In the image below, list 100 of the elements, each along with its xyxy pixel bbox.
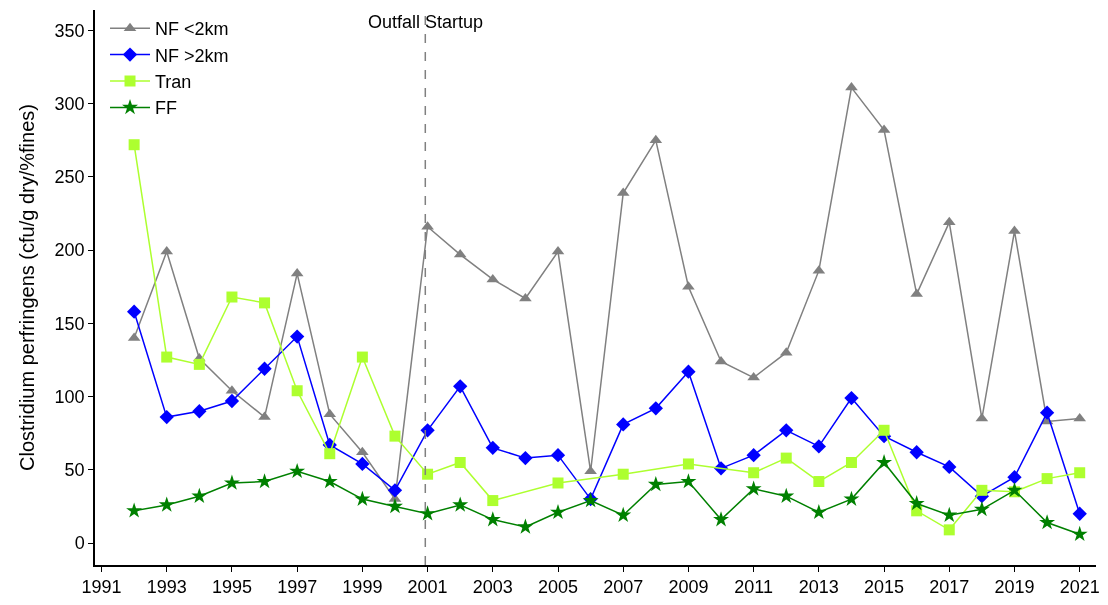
point <box>746 448 761 463</box>
point <box>615 506 632 523</box>
point <box>1007 469 1022 485</box>
x-tick-label: 1993 <box>146 577 187 598</box>
point <box>259 297 271 309</box>
point <box>126 502 143 518</box>
point <box>843 490 860 506</box>
point <box>778 487 795 503</box>
x-tick-label: 2019 <box>994 577 1035 598</box>
y-tick-label: 200 <box>54 240 85 261</box>
point <box>422 468 434 480</box>
legend-label: FF <box>155 98 178 119</box>
point <box>680 473 697 489</box>
point <box>908 495 925 511</box>
point <box>1041 473 1053 485</box>
point <box>942 459 957 475</box>
point <box>290 329 305 344</box>
point <box>126 304 142 319</box>
point <box>649 134 663 144</box>
point <box>224 393 240 409</box>
point <box>223 474 240 490</box>
point <box>518 450 533 466</box>
x-tick-label: 2003 <box>472 577 513 598</box>
point <box>811 439 826 454</box>
point <box>682 458 694 470</box>
point <box>745 480 762 496</box>
point <box>941 506 958 523</box>
x-tick-label: 1999 <box>342 577 383 598</box>
point <box>813 476 825 488</box>
y-axis-title: Clostridium perfringens (cfu/g dry/%fines) <box>15 104 38 471</box>
point <box>291 385 303 397</box>
x-tick-label: 1995 <box>211 577 252 598</box>
point <box>810 503 827 520</box>
x-tick-label: 2015 <box>864 577 905 598</box>
point <box>647 476 664 492</box>
y-tick-label: 50 <box>64 460 85 481</box>
point <box>158 496 175 512</box>
point <box>550 448 566 463</box>
point <box>1071 525 1088 542</box>
point <box>976 484 988 496</box>
y-tick-label: 300 <box>54 94 85 115</box>
point <box>389 430 401 442</box>
point <box>648 401 663 416</box>
point <box>289 462 306 479</box>
point <box>486 273 500 283</box>
point <box>257 361 272 376</box>
point <box>159 409 174 425</box>
y-tick-label: 250 <box>54 167 85 188</box>
legend-label: Tran <box>155 72 192 93</box>
point <box>324 448 336 460</box>
point <box>714 355 728 365</box>
point <box>878 424 890 436</box>
point <box>616 417 631 432</box>
x-tick-label: 2005 <box>537 577 579 598</box>
y-tick-label: 0 <box>74 533 85 554</box>
ref-line-label: Outfall Startup <box>368 12 484 32</box>
point <box>942 216 956 226</box>
x-tick-label: 2007 <box>603 577 644 598</box>
point <box>1039 514 1056 530</box>
point <box>876 454 893 470</box>
x-tick-label: 1997 <box>277 577 318 598</box>
y-tick-label: 350 <box>54 20 85 41</box>
x-tick-label: 2017 <box>929 577 970 598</box>
point <box>780 452 792 464</box>
point <box>192 404 207 419</box>
point <box>552 477 564 489</box>
point <box>193 358 205 370</box>
point <box>161 351 173 363</box>
point <box>1074 467 1086 479</box>
point <box>1072 506 1087 521</box>
point <box>128 139 140 151</box>
point <box>191 487 208 503</box>
point <box>484 511 501 527</box>
point <box>487 495 499 507</box>
point <box>321 473 338 489</box>
point <box>226 291 238 303</box>
y-tick-label: 150 <box>54 313 85 334</box>
point <box>943 524 955 536</box>
point <box>387 483 403 498</box>
x-tick-label: 2009 <box>668 577 709 598</box>
legend-label: NF <2km <box>155 19 229 40</box>
point <box>845 456 857 468</box>
point <box>454 456 466 468</box>
point <box>354 490 371 506</box>
point <box>1006 481 1023 498</box>
point <box>452 496 469 512</box>
point <box>550 503 566 520</box>
point <box>256 473 273 489</box>
point <box>386 498 403 514</box>
point <box>748 467 760 479</box>
point <box>844 390 859 406</box>
point <box>355 456 370 472</box>
point <box>617 468 629 480</box>
point <box>973 500 990 517</box>
x-tick-label: 1991 <box>81 577 122 598</box>
point <box>779 423 794 438</box>
x-tick-label: 2013 <box>798 577 839 598</box>
point <box>485 440 500 455</box>
x-tick-label: 2021 <box>1059 577 1100 598</box>
point <box>681 364 696 379</box>
